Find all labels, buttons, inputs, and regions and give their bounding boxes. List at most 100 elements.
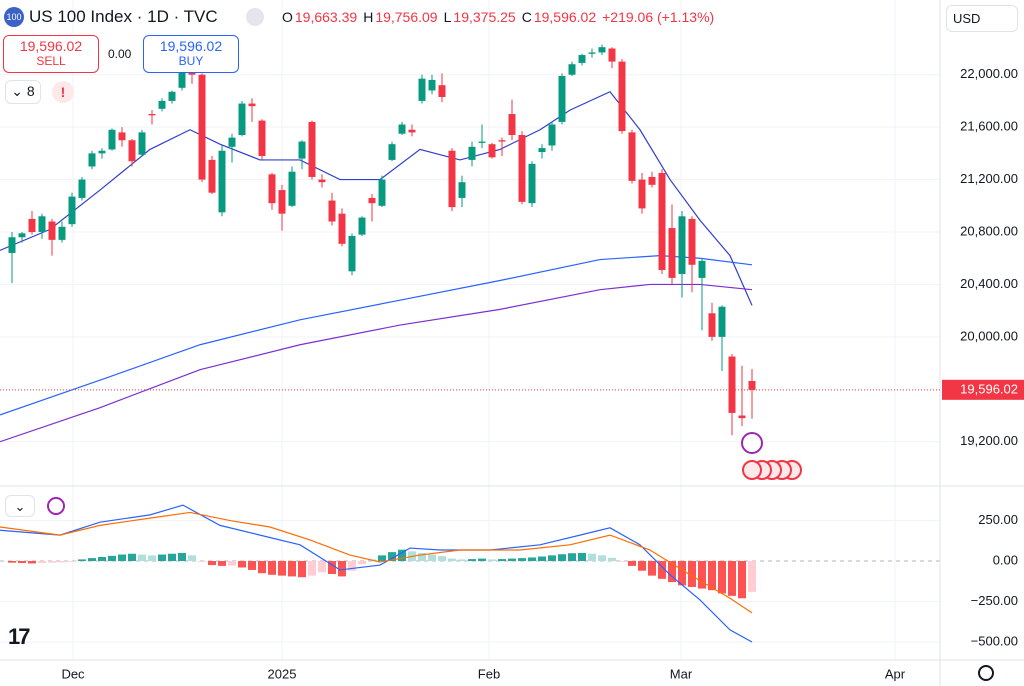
macd-histogram-bar — [278, 561, 286, 576]
candle-body — [618, 61, 626, 132]
macd-histogram-bar — [78, 559, 86, 562]
pane-toggle[interactable]: ⌄ — [5, 495, 35, 517]
candle-body — [118, 132, 126, 141]
candle-body — [278, 190, 286, 214]
buy-label: BUY — [178, 54, 204, 68]
candle-body — [238, 103, 246, 136]
macd-histogram-bar — [588, 553, 596, 562]
candle-body — [88, 153, 96, 167]
candle-body — [178, 72, 186, 88]
candle-body — [468, 146, 476, 160]
candle-body — [348, 235, 356, 272]
ohlc-value: 19,663.39 — [294, 9, 358, 25]
moving-average — [0, 255, 753, 416]
macd-histogram-bar — [108, 555, 116, 562]
candle-body — [138, 132, 146, 155]
candle-body — [718, 306, 726, 337]
macd-histogram-bar — [288, 561, 296, 577]
y2-tick-label: 0.00 — [993, 552, 1018, 567]
macd-histogram-bar — [308, 561, 316, 576]
candle-body — [418, 78, 426, 101]
macd-histogram-bar — [468, 559, 476, 562]
candle-body — [18, 233, 26, 238]
macd-histogram-bar — [348, 561, 356, 571]
x-tick-label: Apr — [885, 666, 906, 681]
macd-histogram-bar — [608, 557, 616, 562]
y-tick-label: 20,400.00 — [960, 276, 1018, 291]
x-tick-label: Mar — [670, 666, 693, 681]
macd-histogram-bar — [428, 554, 436, 562]
ohlc-value: 19,756.09 — [375, 9, 438, 25]
macd-histogram-bar — [438, 556, 446, 562]
candle-body — [198, 74, 206, 180]
candle-body — [218, 150, 226, 213]
macd-histogram-bar — [298, 561, 306, 578]
candle-body — [648, 176, 656, 185]
candle-body — [208, 159, 216, 193]
candle-body — [738, 415, 746, 419]
indicators-toggle[interactable]: ⌄ 8 — [5, 80, 41, 104]
candle-body — [68, 196, 76, 225]
macd-histogram-bar — [668, 561, 676, 583]
candle-body — [458, 182, 466, 198]
candle-body — [228, 137, 236, 147]
macd-histogram-bar — [508, 558, 516, 562]
macd-histogram-bar — [728, 561, 736, 596]
macd-histogram-bar — [168, 553, 176, 562]
macd-histogram-bar — [148, 555, 156, 562]
macd-histogram-bar — [38, 561, 46, 563]
macd-histogram-bar — [648, 561, 656, 576]
candle-body — [558, 76, 566, 122]
candle-body — [658, 173, 666, 271]
candle-body — [108, 129, 116, 150]
change: +219.06 (+1.13%) — [602, 9, 715, 25]
candle-body — [488, 144, 496, 158]
currency-select[interactable]: USD — [946, 5, 1018, 32]
y2-tick-label: 250.00 — [978, 512, 1018, 527]
macd-histogram-bar — [568, 553, 576, 562]
macd-histogram-bar — [738, 561, 746, 599]
candle-body — [518, 135, 526, 202]
macd-line — [0, 511, 753, 614]
last-price-label: 19,596.02 — [960, 381, 1018, 396]
ohlc-key: H — [363, 9, 374, 25]
macd-histogram-bar — [718, 561, 726, 594]
y-tick-label: 21,200.00 — [960, 171, 1018, 186]
moving-average — [0, 283, 753, 443]
macd-histogram-bar — [748, 561, 756, 592]
macd-histogram-bar — [238, 561, 246, 568]
alert-icon[interactable]: ! — [52, 81, 74, 103]
hide-button[interactable] — [246, 8, 264, 26]
macd-histogram-bar — [28, 561, 36, 564]
candle-body — [98, 150, 106, 154]
macd-histogram-bar — [558, 554, 566, 562]
macd-histogram-bar — [178, 552, 186, 562]
macd-icon — [47, 497, 65, 515]
candle-body — [708, 313, 716, 337]
macd-histogram-bar — [128, 553, 136, 562]
symbol-logo: 100 — [4, 7, 24, 27]
macd-histogram-bar — [388, 552, 396, 562]
macd-histogram-bar — [88, 558, 96, 562]
sell-button[interactable]: 19,596.02 SELL — [3, 35, 99, 73]
settings-button[interactable] — [978, 665, 994, 681]
candle-body — [588, 52, 596, 54]
candle-body — [148, 114, 156, 116]
candle-body — [38, 216, 46, 233]
candle-body — [58, 226, 66, 240]
candle-body — [168, 91, 176, 101]
candle-body — [578, 55, 586, 63]
x-tick-label: Dec — [61, 666, 85, 681]
y-tick-label: 20,800.00 — [960, 223, 1018, 238]
macd-histogram-bar — [228, 561, 236, 566]
candle-body — [568, 64, 576, 75]
candle-body — [318, 179, 326, 183]
x-tick-label: 2025 — [268, 666, 297, 681]
candle-body — [508, 114, 516, 136]
macd-histogram-bar — [158, 554, 166, 562]
macd-histogram-bar — [318, 561, 326, 573]
buy-button[interactable]: 19,596.02 BUY — [143, 35, 239, 73]
macd-histogram-bar — [328, 561, 336, 574]
candle-body — [78, 179, 86, 198]
